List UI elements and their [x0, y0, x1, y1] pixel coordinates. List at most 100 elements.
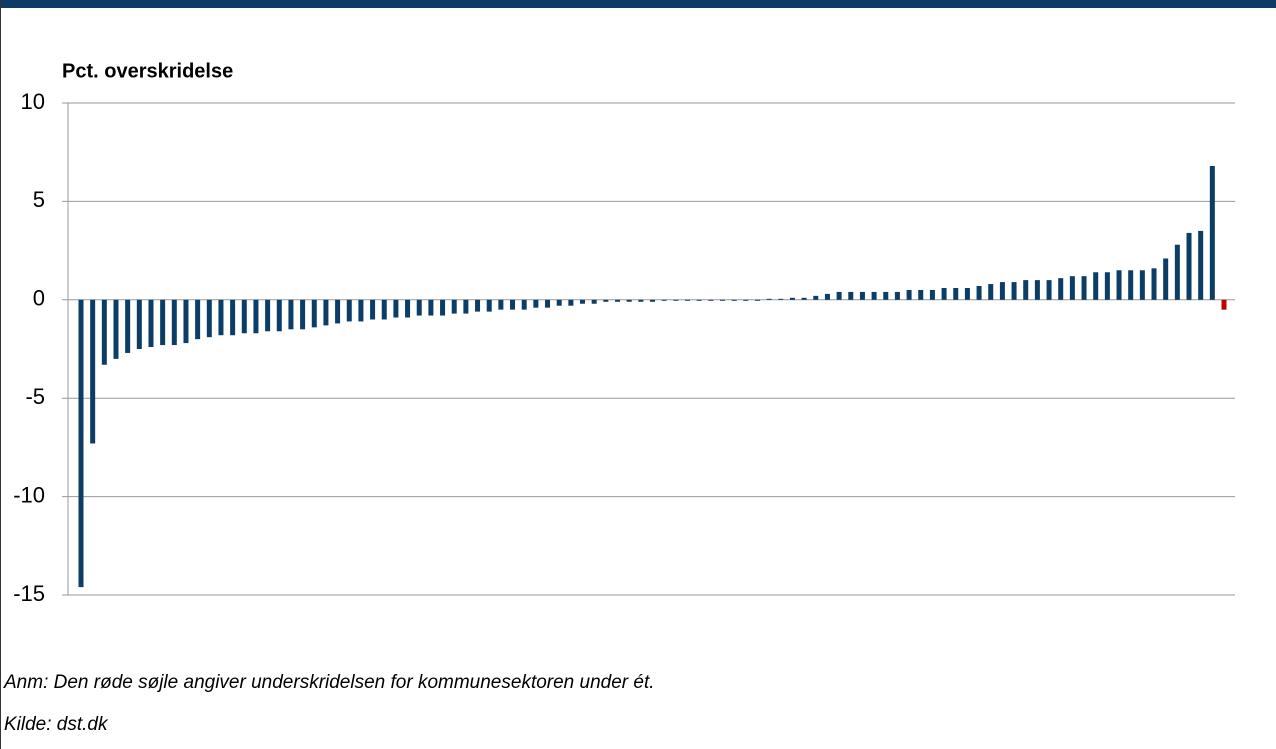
bar [335, 299, 341, 324]
bar [708, 299, 714, 301]
bar [591, 299, 597, 304]
bar [673, 299, 679, 301]
bar [766, 298, 772, 300]
bar [1046, 280, 1052, 300]
bar [941, 287, 947, 300]
bar [510, 299, 516, 310]
bar [358, 299, 364, 322]
bar [719, 299, 725, 301]
bar [638, 299, 644, 302]
bar [416, 299, 422, 316]
bar [405, 299, 411, 318]
bar [1011, 282, 1017, 300]
bar [183, 299, 189, 344]
bar [824, 293, 830, 300]
bar [311, 299, 317, 328]
bar [451, 299, 457, 314]
bar [976, 286, 982, 300]
bar [615, 299, 621, 302]
source: Kilde: dst.dk [4, 714, 109, 735]
bar [743, 299, 749, 301]
bar [1034, 280, 1040, 300]
bar [498, 299, 504, 310]
bar [1186, 232, 1192, 300]
bar [731, 299, 737, 301]
bar [1104, 272, 1110, 300]
bar [125, 299, 131, 353]
bar [871, 291, 877, 300]
bar [580, 299, 586, 304]
bar [206, 299, 212, 338]
bar [486, 299, 492, 312]
bar [999, 282, 1005, 300]
bar [78, 299, 84, 588]
bar [113, 299, 119, 359]
bar [988, 284, 994, 300]
y-tick-label: -15 [13, 581, 45, 606]
bar [533, 299, 539, 308]
bar [661, 299, 667, 301]
bar [1174, 244, 1180, 300]
bar [883, 291, 889, 300]
y-tick-label: -10 [13, 482, 45, 507]
bar [346, 299, 352, 322]
bar [650, 299, 655, 302]
bar [1069, 276, 1075, 300]
bar [836, 291, 842, 300]
bar [859, 291, 865, 300]
bar [1163, 258, 1169, 300]
y-tick-label: 10 [21, 89, 45, 114]
bar [1151, 268, 1157, 300]
bar [1023, 280, 1029, 300]
bar [964, 287, 970, 300]
bar [778, 298, 784, 300]
bar [1221, 299, 1227, 310]
bar [894, 291, 900, 300]
bar [1128, 270, 1134, 300]
bar [101, 299, 107, 365]
bar [218, 299, 224, 336]
bar [440, 299, 446, 316]
bar [393, 299, 399, 318]
bar [603, 299, 609, 302]
note: Anm: Den røde søjle angiver underskridel… [3, 672, 655, 693]
bar [1139, 270, 1145, 300]
bar [1209, 165, 1215, 300]
bar [171, 299, 177, 346]
bar [288, 299, 294, 330]
bar [136, 299, 142, 349]
bar [953, 287, 959, 300]
chart-title: Pct. overskridelse [62, 60, 233, 82]
bar [696, 299, 702, 301]
bar [276, 299, 282, 332]
bar [813, 295, 819, 300]
bar [1198, 230, 1204, 300]
bar [568, 299, 574, 306]
bar [160, 299, 166, 346]
bar [545, 299, 551, 308]
bar [253, 299, 259, 334]
bar [789, 297, 795, 300]
bar [381, 299, 387, 320]
y-tick-label: -5 [25, 384, 45, 409]
bar [1081, 276, 1087, 300]
bar [754, 299, 760, 301]
bar [428, 299, 434, 316]
bar [475, 299, 481, 312]
bar [626, 299, 632, 302]
bar [684, 299, 690, 301]
bar [230, 299, 236, 336]
y-tick-label: 5 [33, 187, 45, 212]
bar [195, 299, 201, 340]
bar [521, 299, 527, 310]
bar [1058, 278, 1064, 300]
y-tick-label: 0 [33, 286, 45, 311]
bar [90, 299, 96, 444]
bar [848, 291, 854, 300]
bar [323, 299, 329, 326]
bar [241, 299, 247, 334]
bar [1116, 270, 1122, 300]
bar [370, 299, 376, 320]
header-band [0, 0, 1276, 8]
